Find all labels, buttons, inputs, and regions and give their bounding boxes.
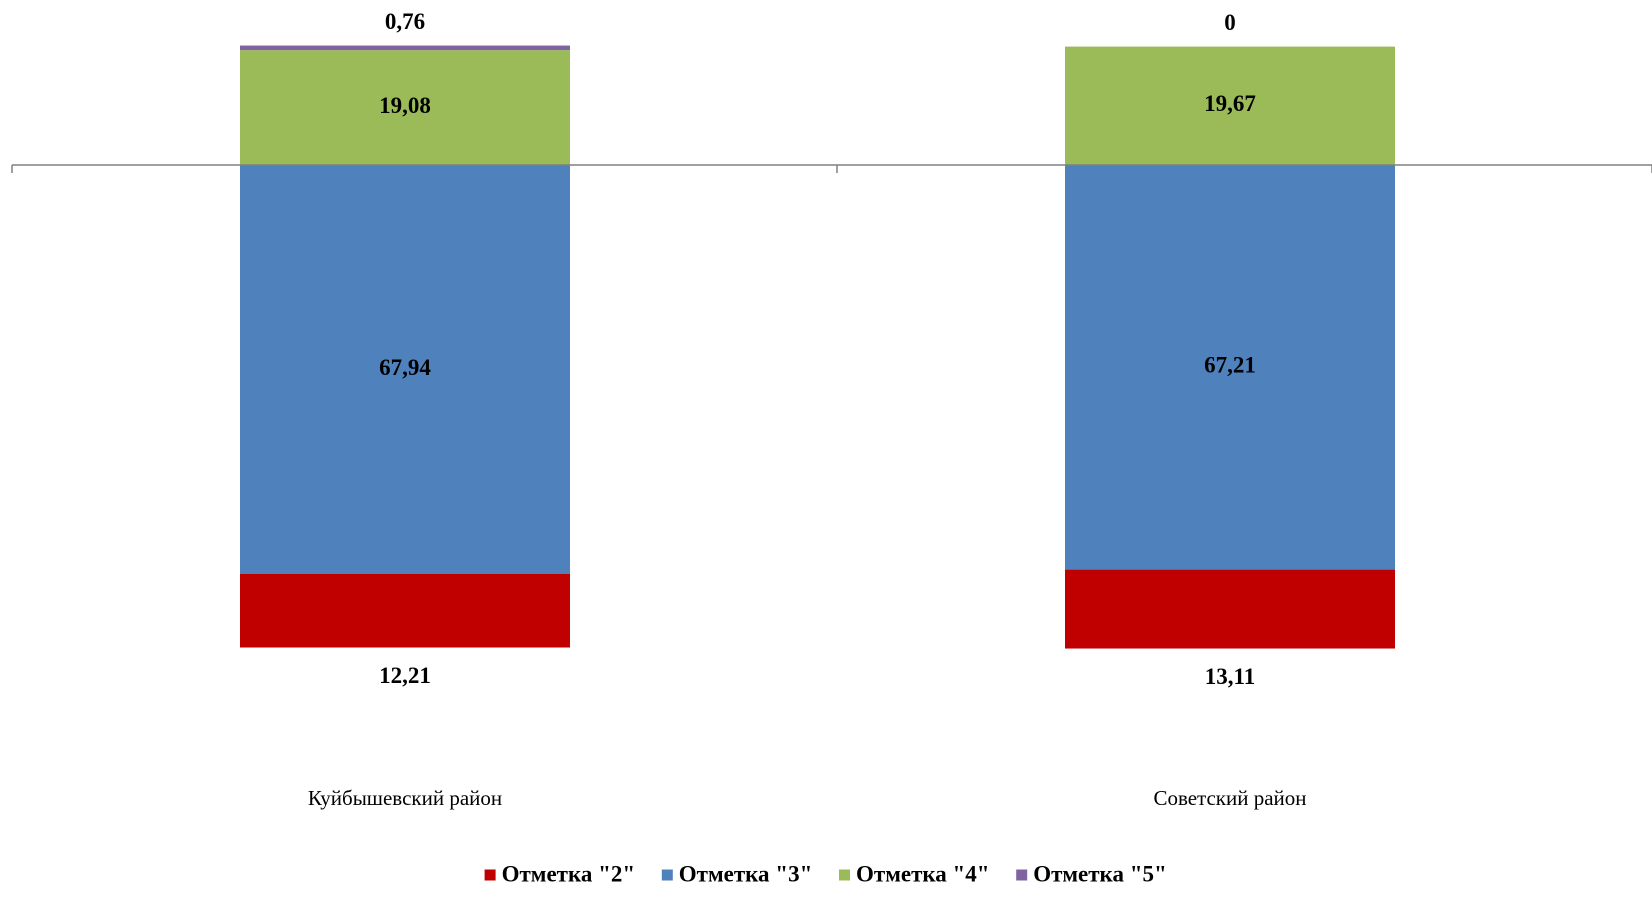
bar-cat1-otmetka-4 (240, 50, 570, 166)
data-label-cat1-otmetka-5: 0,76 (385, 9, 425, 34)
bar-cat2-otmetka-4 (1065, 46, 1395, 165)
data-label-cat1-otmetka-3: 67,94 (379, 355, 431, 380)
legend-label-2: Отметка "3" (679, 861, 813, 886)
legend-swatch-4 (1016, 869, 1028, 881)
category-label-cat2: Советский район (1153, 786, 1306, 810)
legend-swatch-2 (661, 869, 673, 881)
legend-label-1: Отметка "2" (502, 861, 636, 886)
data-label-cat1-otmetka-4: 19,08 (379, 93, 431, 118)
axis-layer (11, 164, 1652, 173)
data-labels-layer: 19,08 67,94 12,21 0,76 19,67 67,21 13,11 0 (379, 9, 1256, 689)
data-label-cat2-otmetka-2: 13,11 (1205, 664, 1255, 689)
category-labels-layer: Куйбышевский район Советский район (308, 786, 1307, 810)
bar-cat2-otmetka-3 (1065, 165, 1395, 570)
category-label-cat1: Куйбышевский район (308, 786, 502, 810)
legend-label-4: Отметка "5" (1033, 861, 1167, 886)
data-label-cat2-otmetka-5: 0 (1224, 10, 1236, 35)
data-label-cat2-otmetka-4: 19,67 (1204, 91, 1256, 116)
legend-swatch-3 (839, 869, 850, 881)
bar-cat1-otmetka-2 (240, 573, 570, 648)
legend-label-3: Отметка "4" (856, 861, 990, 886)
bars-layer (240, 45, 1395, 649)
legend-item-2: Отметка "3" (661, 861, 813, 886)
bar-cat1-otmetka-5 (240, 45, 570, 51)
data-label-cat2-otmetka-3: 67,21 (1204, 353, 1256, 378)
legend-swatch-1 (484, 869, 496, 881)
legend-item-3: Отметка "4" (839, 861, 990, 886)
legend: Отметка "2" Отметка "3" Отметка "4" Отметка… (484, 861, 1167, 886)
bar-cat1-otmetka-3 (240, 165, 570, 574)
bar-cat2-otmetka-2 (1065, 569, 1395, 649)
legend-item-4: Отметка "5" (1016, 861, 1167, 886)
legend-item-1: Отметка "2" (484, 861, 636, 886)
data-label-cat1-otmetka-2: 12,21 (379, 663, 431, 688)
